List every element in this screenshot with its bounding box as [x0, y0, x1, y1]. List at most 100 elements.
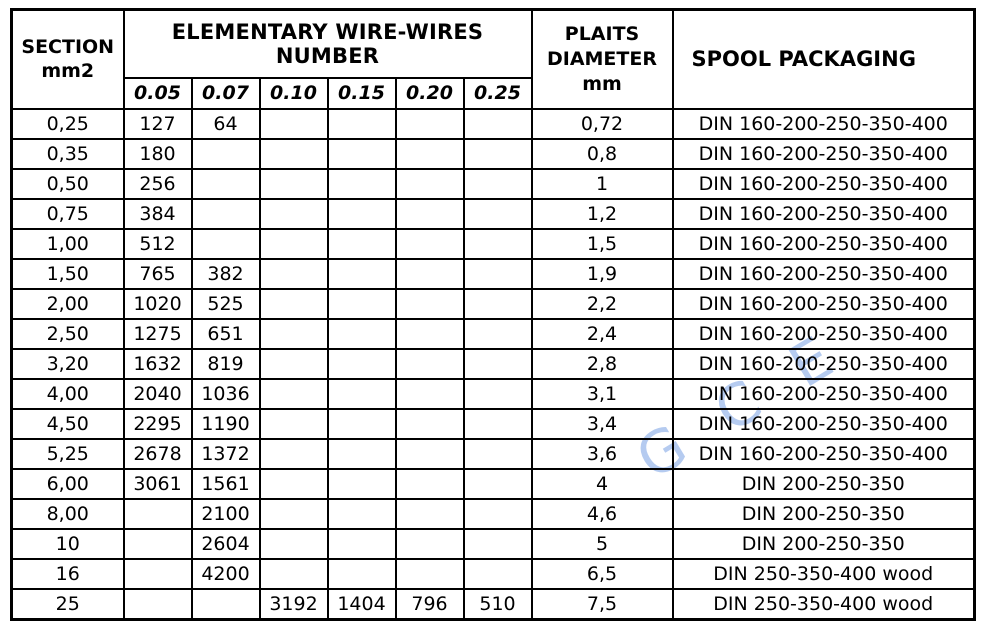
- table-row: 10 2604 5 DIN 200-250-350: [10, 527, 976, 560]
- diameter-cell: 4: [530, 467, 674, 500]
- wire-count-cell: 127: [122, 107, 193, 140]
- wire-count-cell: [258, 197, 329, 230]
- table-header: SECTION mm2 ELEMENTARY WIRE-WIRES NUMBER…: [10, 8, 976, 110]
- wire-count-cell: 2604: [190, 527, 261, 560]
- wire-count-cell: [326, 557, 397, 590]
- wire-count-cell: [258, 227, 329, 260]
- wire-count-cell: [462, 227, 533, 260]
- packaging-cell: DIN 160-200-250-350-400: [671, 377, 976, 410]
- section-cell: 5,25: [10, 437, 125, 470]
- wire-count-cell: [462, 467, 533, 500]
- wire-count-cell: 1561: [190, 467, 261, 500]
- wire-count-cell: 1020: [122, 287, 193, 320]
- section-cell: 25: [10, 587, 125, 620]
- wire-count-cell: [326, 347, 397, 380]
- wire-count-cell: [190, 197, 261, 230]
- section-cell: 8,00: [10, 497, 125, 530]
- table-row: 16 4200 6,5 DIN 250-350-400 wood: [10, 557, 976, 590]
- wire-count-cell: 4200: [190, 557, 261, 590]
- wire-count-cell: [326, 137, 397, 170]
- wire-count-cell: [394, 197, 465, 230]
- packaging-cell: DIN 160-200-250-350-400: [671, 437, 976, 470]
- diameter-cell: 3,1: [530, 377, 674, 410]
- section-cell: 4,00: [10, 377, 125, 410]
- diameter-cell: 4,6: [530, 497, 674, 530]
- table-row: 3,20 1632 819 2,8 DIN 160-200-250-350-400: [10, 347, 976, 380]
- wire-count-cell: [462, 347, 533, 380]
- table-row: 1,00 512 1,5 DIN 160-200-250-350-400: [10, 227, 976, 260]
- packaging-cell: DIN 250-350-400 wood: [671, 587, 976, 620]
- header-wire-size-015: 0.15: [326, 76, 397, 110]
- table-row: 8,00 2100 4,6 DIN 200-250-350: [10, 497, 976, 530]
- header-wire-size-025: 0.25: [462, 76, 533, 110]
- diameter-cell: 6,5: [530, 557, 674, 590]
- wire-count-cell: 2040: [122, 377, 193, 410]
- wire-count-cell: [258, 377, 329, 410]
- wire-count-cell: 819: [190, 347, 261, 380]
- wire-count-cell: [394, 527, 465, 560]
- wire-count-cell: 765: [122, 257, 193, 290]
- wire-count-cell: [122, 557, 193, 590]
- packaging-cell: DIN 160-200-250-350-400: [671, 347, 976, 380]
- wire-count-cell: 2100: [190, 497, 261, 530]
- table-row: 0,35 180 0,8 DIN 160-200-250-350-400: [10, 137, 976, 170]
- packaging-cell: DIN 160-200-250-350-400: [671, 407, 976, 440]
- wire-count-cell: [258, 317, 329, 350]
- packaging-cell: DIN 250-350-400 wood: [671, 557, 976, 590]
- header-spool-packaging: SPOOL PACKAGING: [671, 8, 976, 110]
- wire-count-cell: 796: [394, 587, 465, 620]
- wire-count-cell: 512: [122, 227, 193, 260]
- wire-count-cell: [462, 497, 533, 530]
- wire-count-cell: 651: [190, 317, 261, 350]
- packaging-cell: DIN 160-200-250-350-400: [671, 227, 976, 260]
- packaging-cell: DIN 200-250-350: [671, 467, 976, 500]
- wire-count-cell: [258, 497, 329, 530]
- diameter-cell: 7,5: [530, 587, 674, 620]
- wire-count-cell: [462, 527, 533, 560]
- wire-count-cell: [258, 557, 329, 590]
- table-body: 0,25 127 64 0,72 DIN 160-200-250-350-400 0,35…: [10, 107, 976, 620]
- wire-count-cell: [190, 587, 261, 620]
- header-wire-size-020: 0.20: [394, 76, 465, 110]
- wire-count-cell: [394, 107, 465, 140]
- wire-count-cell: 1372: [190, 437, 261, 470]
- wire-count-cell: [258, 467, 329, 500]
- header-wire-size-007: 0.07: [190, 76, 261, 110]
- wire-count-cell: 3061: [122, 467, 193, 500]
- wire-count-cell: 1190: [190, 407, 261, 440]
- table-row: 4,00 2040 1036 3,1 DIN 160-200-250-350-400: [10, 377, 976, 410]
- packaging-cell: DIN 160-200-250-350-400: [671, 287, 976, 320]
- wire-count-cell: [394, 137, 465, 170]
- table-row: 2,00 1020 525 2,2 DIN 160-200-250-350-400: [10, 287, 976, 320]
- header-wire-size-005: 0.05: [122, 76, 193, 110]
- diameter-cell: 0,8: [530, 137, 674, 170]
- table-row: 1,50 765 382 1,9 DIN 160-200-250-350-400: [10, 257, 976, 290]
- wire-count-cell: [326, 317, 397, 350]
- packaging-cell: DIN 160-200-250-350-400: [671, 167, 976, 200]
- wire-count-cell: [462, 437, 533, 470]
- diameter-cell: 2,8: [530, 347, 674, 380]
- wire-count-cell: [462, 407, 533, 440]
- table-row: 5,25 2678 1372 3,6 DIN 160-200-250-350-400: [10, 437, 976, 470]
- wire-count-cell: [326, 287, 397, 320]
- wire-count-cell: 180: [122, 137, 193, 170]
- wire-count-cell: [394, 167, 465, 200]
- wire-count-cell: [258, 527, 329, 560]
- wire-count-cell: [326, 497, 397, 530]
- wire-count-cell: 510: [462, 587, 533, 620]
- wire-count-cell: [258, 407, 329, 440]
- wire-count-cell: [190, 167, 261, 200]
- table-row: 2,50 1275 651 2,4 DIN 160-200-250-350-400: [10, 317, 976, 350]
- diameter-cell: 0,72: [530, 107, 674, 140]
- wire-count-cell: [258, 347, 329, 380]
- table-row: 6,00 3061 1561 4 DIN 200-250-350: [10, 467, 976, 500]
- wire-count-cell: 1275: [122, 317, 193, 350]
- header-wires-group: ELEMENTARY WIRE-WIRES NUMBER: [122, 8, 533, 79]
- packaging-cell: DIN 160-200-250-350-400: [671, 257, 976, 290]
- wire-count-cell: [258, 437, 329, 470]
- diameter-cell: 2,2: [530, 287, 674, 320]
- diameter-cell: 1,2: [530, 197, 674, 230]
- section-cell: 0,35: [10, 137, 125, 170]
- wire-count-cell: [394, 257, 465, 290]
- packaging-cell: DIN 160-200-250-350-400: [671, 197, 976, 230]
